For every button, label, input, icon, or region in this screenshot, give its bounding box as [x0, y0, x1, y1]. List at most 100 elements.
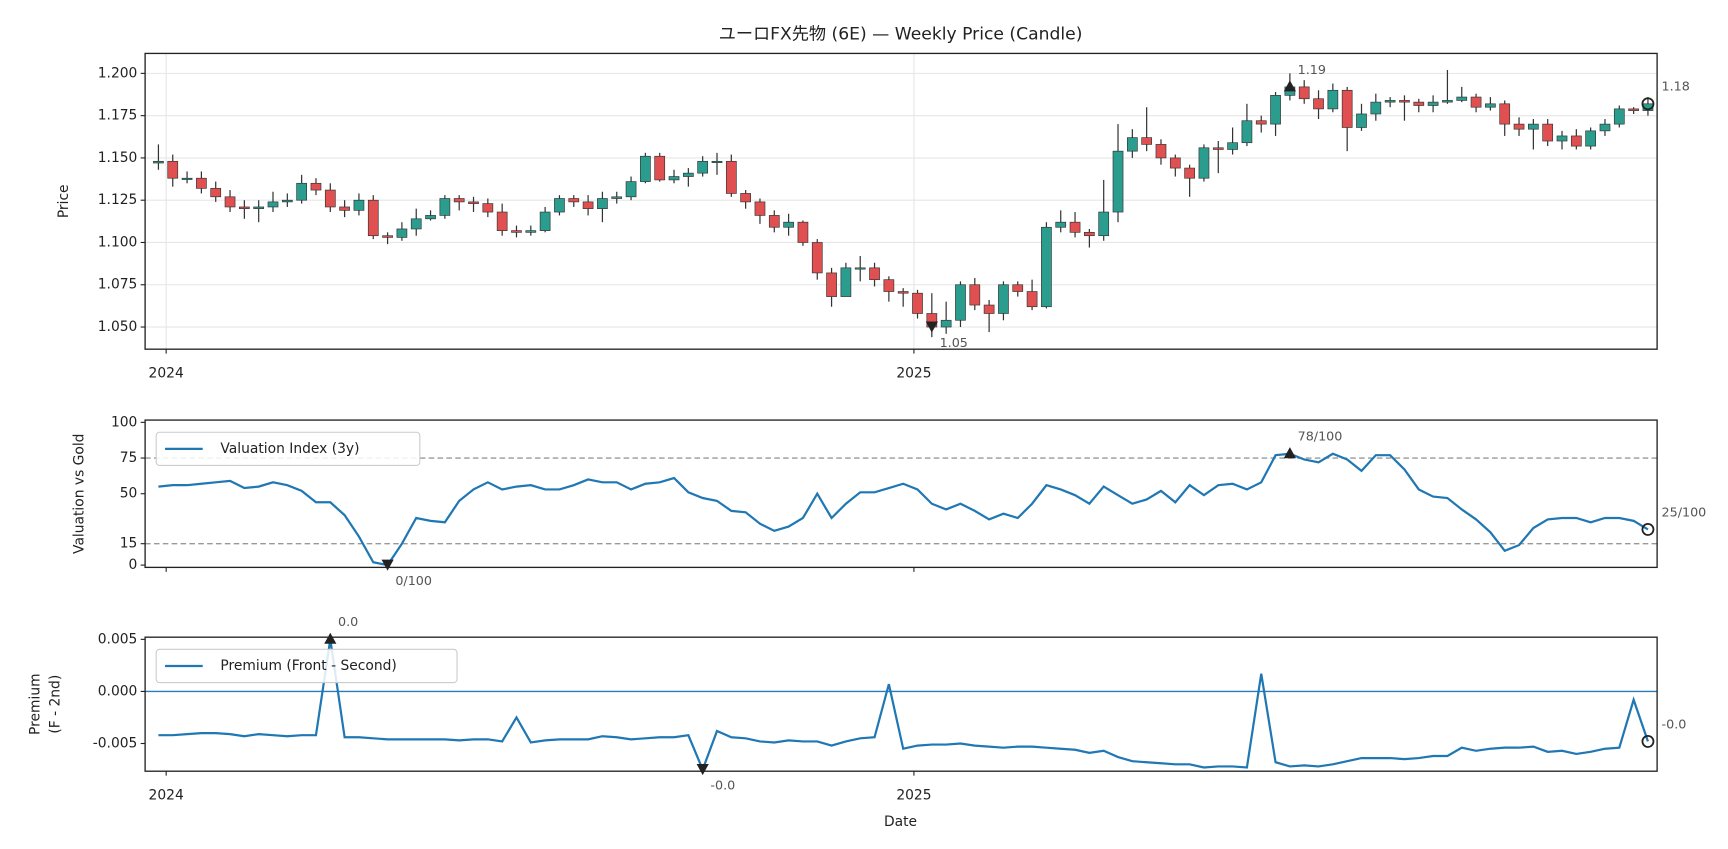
candle-body — [1413, 101, 1425, 106]
y-axis-label: (F - 2nd) — [47, 675, 63, 734]
candle-body — [1456, 96, 1468, 101]
candle-body — [1141, 137, 1153, 145]
candle-body — [697, 160, 709, 174]
candle-body — [181, 177, 193, 180]
candle-body — [1169, 157, 1181, 169]
data-line — [158, 639, 1649, 773]
candle-body — [410, 218, 422, 230]
candle-body — [1513, 123, 1525, 130]
candle-body — [1155, 144, 1167, 159]
candle-body — [1356, 113, 1367, 128]
max-marker — [1283, 447, 1296, 459]
y-tick-label: 1.100 — [98, 234, 138, 250]
candle-body — [196, 177, 207, 189]
candle-body — [439, 198, 451, 216]
candle-body — [983, 304, 995, 314]
y-tick-label: 15 — [120, 536, 138, 552]
candle-body — [1427, 101, 1439, 106]
candle-body — [754, 201, 766, 216]
annotation: 0/100 — [395, 574, 432, 589]
candle-body — [869, 267, 880, 281]
x-axis-label: Date — [884, 814, 917, 830]
candle-body — [367, 199, 379, 237]
candle-body — [998, 284, 1009, 314]
candle-body — [1613, 108, 1625, 125]
candle-body — [840, 267, 852, 297]
plot-frame — [144, 52, 1658, 350]
plot-frame — [144, 419, 1658, 569]
candle-body — [683, 172, 694, 177]
y-tick-label: 1.175 — [98, 108, 138, 124]
candle-body — [797, 221, 809, 243]
max-marker — [1283, 80, 1296, 92]
candle-body — [1026, 291, 1038, 308]
candle-body — [353, 199, 365, 211]
last-marker — [1641, 734, 1655, 748]
data-line — [158, 452, 1649, 567]
candle-body — [210, 188, 222, 198]
y-tick-label: 1.200 — [98, 65, 138, 81]
candle-body — [1599, 123, 1611, 132]
candle-body — [496, 211, 508, 231]
candle-body — [1499, 103, 1511, 125]
annotation: 0.0 — [338, 615, 358, 630]
candle-body — [153, 160, 164, 164]
y-axis-label: Valuation vs Gold — [72, 434, 88, 554]
candle-body — [1298, 86, 1310, 100]
annotation: 78/100 — [1298, 430, 1343, 445]
min-marker — [696, 764, 709, 776]
y-axis-label: Price — [56, 184, 72, 218]
candle-body — [725, 160, 737, 194]
candle-body — [1184, 167, 1195, 179]
candle-body — [826, 272, 837, 297]
candle-body — [1212, 147, 1224, 150]
candle-body — [1255, 120, 1267, 125]
plot-frame — [144, 636, 1658, 772]
candle-body — [1399, 100, 1410, 103]
y-tick-label: 0.005 — [98, 631, 138, 647]
candle-body — [1384, 100, 1396, 103]
candle-body — [1341, 89, 1353, 128]
candle-body — [1055, 221, 1067, 228]
candle-body — [1556, 135, 1568, 142]
x-tick-label: 2024 — [149, 788, 184, 804]
y-tick-label: -0.005 — [93, 736, 138, 752]
x-tick-label: 2025 — [896, 366, 931, 382]
candle-body — [854, 267, 866, 270]
candle-body — [1126, 137, 1138, 152]
annotation: 1.05 — [940, 336, 968, 351]
min-marker — [381, 559, 394, 571]
annotation: -0.0 — [710, 779, 735, 794]
y-tick-label: 0.000 — [98, 683, 138, 699]
candle-body — [654, 155, 666, 181]
candle-body — [940, 319, 952, 328]
candle-body — [1270, 95, 1281, 125]
candle-body — [1098, 211, 1110, 237]
candle-body — [811, 242, 823, 274]
candle-body — [582, 201, 594, 209]
candle-body — [1528, 123, 1539, 130]
candle-body — [1012, 284, 1024, 292]
y-tick-label: 1.150 — [98, 150, 138, 166]
candle-body — [897, 291, 909, 294]
candle-body — [969, 284, 981, 306]
candle-body — [768, 215, 780, 228]
candle-body — [740, 193, 751, 203]
legend-label: Valuation Index (3y) — [220, 441, 359, 457]
candle-body — [883, 279, 895, 292]
candle-body — [396, 228, 408, 238]
y-tick-label: 75 — [120, 450, 138, 466]
annotation: 25/100 — [1662, 505, 1707, 520]
candle-body — [1628, 108, 1639, 111]
chart-title: ユーロFX先物 (6E) — Weekly Price (Candle) — [719, 25, 1083, 45]
candle-body — [1442, 100, 1453, 103]
candle-body — [1313, 98, 1324, 110]
y-tick-label: 1.075 — [98, 277, 138, 293]
last-marker — [1641, 522, 1655, 536]
candle-body — [482, 203, 494, 213]
candle-body — [1041, 226, 1052, 308]
candle-body — [668, 176, 680, 181]
legend-box — [155, 431, 421, 467]
candle-body — [1084, 231, 1095, 237]
